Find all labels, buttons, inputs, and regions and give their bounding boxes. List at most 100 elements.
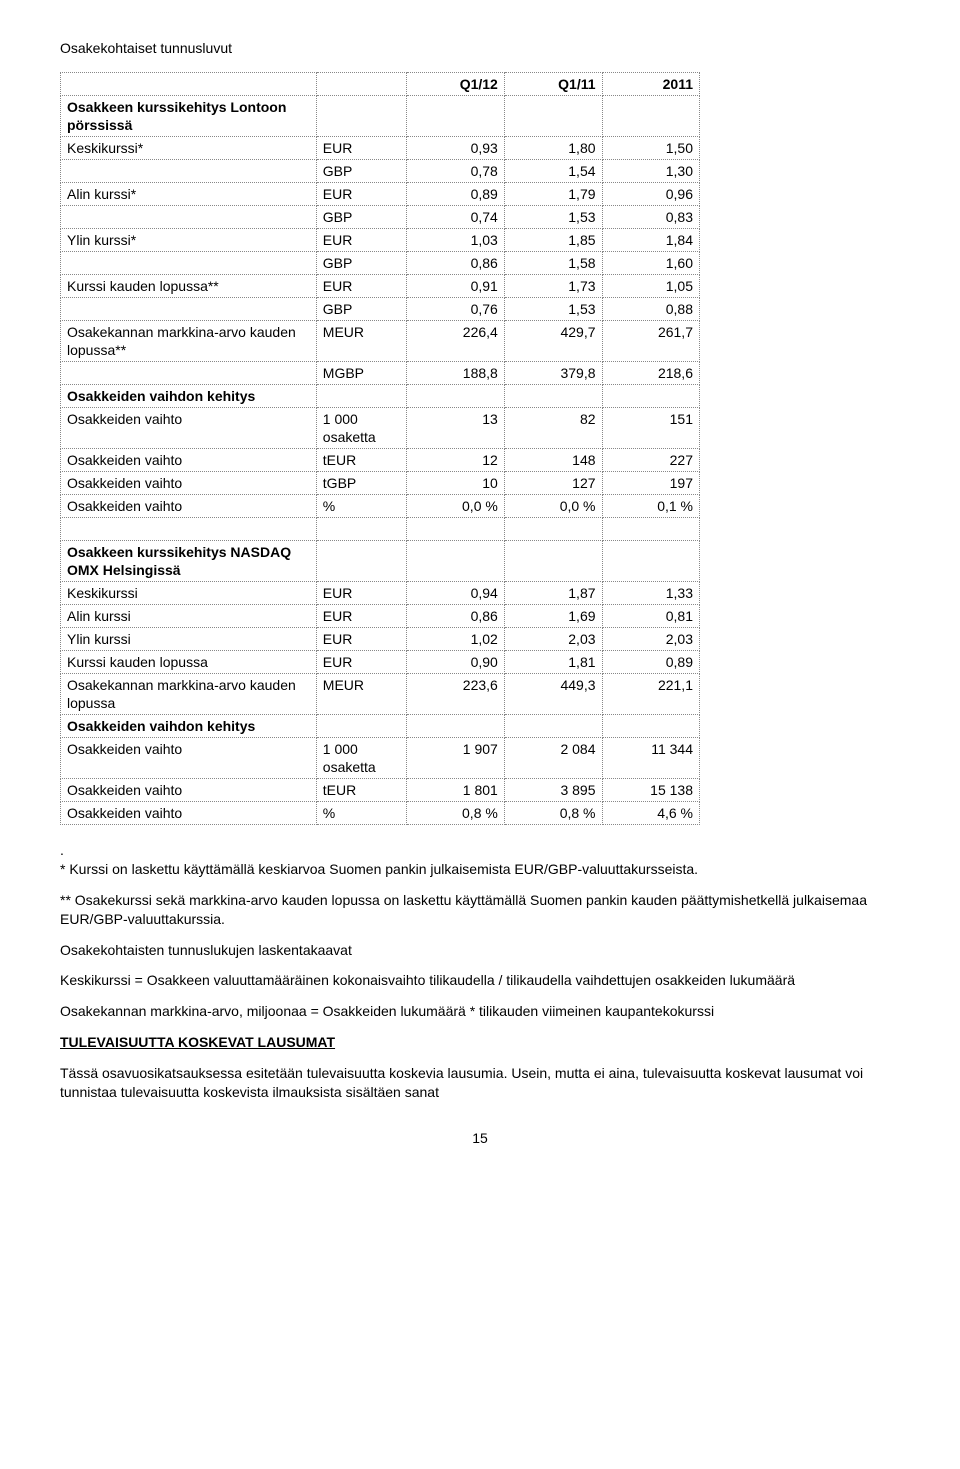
row-val: 1,53 xyxy=(504,298,602,321)
row-val: 226,4 xyxy=(407,321,505,362)
row-label: Osakkeiden vaihto xyxy=(61,495,317,518)
row-unit: tEUR xyxy=(316,449,406,472)
footnote-1: * Kurssi on laskettu käyttämällä keskiar… xyxy=(60,860,900,879)
row-val: 379,8 xyxy=(504,362,602,385)
row-unit: tEUR xyxy=(316,779,406,802)
row-val: 0,90 xyxy=(407,651,505,674)
row-unit: MEUR xyxy=(316,321,406,362)
row-label: Ylin kurssi xyxy=(61,628,317,651)
row-val: 1,03 xyxy=(407,229,505,252)
row-val: 223,6 xyxy=(407,674,505,715)
row-val: 11 344 xyxy=(602,738,699,779)
metrics-table: Q1/12 Q1/11 2011 Osakkeen kurssikehitys … xyxy=(60,72,700,825)
row-label: Osakkeiden vaihto xyxy=(61,738,317,779)
cell xyxy=(504,96,602,137)
row-val: 0,0 % xyxy=(504,495,602,518)
row-unit: GBP xyxy=(316,252,406,275)
table-row: KeskikurssiEUR0,941,871,33 xyxy=(61,582,700,605)
row-val: 0,93 xyxy=(407,137,505,160)
row-unit: 1 000 osaketta xyxy=(316,738,406,779)
row-unit: EUR xyxy=(316,229,406,252)
row-val: 151 xyxy=(602,408,699,449)
calc-heading: Osakekohtaisten tunnuslukujen laskentaka… xyxy=(60,941,900,960)
row-val: 1,02 xyxy=(407,628,505,651)
row-val: 1,80 xyxy=(504,137,602,160)
table-row: Alin kurssi*EUR0,891,790,96 xyxy=(61,183,700,206)
row-val: 1,85 xyxy=(504,229,602,252)
row-val: 0,74 xyxy=(407,206,505,229)
footnote-2: ** Osakekurssi sekä markkina-arvo kauden… xyxy=(60,891,900,929)
row-val: 127 xyxy=(504,472,602,495)
row-val: 1,33 xyxy=(602,582,699,605)
row-val: 82 xyxy=(504,408,602,449)
row-unit: EUR xyxy=(316,605,406,628)
table-row: Osakkeiden vaihto1 000 osaketta1 9072 08… xyxy=(61,738,700,779)
row-unit: EUR xyxy=(316,651,406,674)
row-val: 2,03 xyxy=(504,628,602,651)
table-row: Kurssi kauden lopussaEUR0,901,810,89 xyxy=(61,651,700,674)
page-title: Osakekohtaiset tunnusluvut xyxy=(60,40,900,56)
row-label xyxy=(61,252,317,275)
row-val: 218,6 xyxy=(602,362,699,385)
row-val: 0,8 % xyxy=(504,802,602,825)
cell xyxy=(316,715,406,738)
row-val: 1,73 xyxy=(504,275,602,298)
row-val: 0,86 xyxy=(407,252,505,275)
table-row: Kurssi kauden lopussa**EUR0,911,731,05 xyxy=(61,275,700,298)
row-unit: EUR xyxy=(316,275,406,298)
row-val: 13 xyxy=(407,408,505,449)
row-label: Alin kurssi xyxy=(61,605,317,628)
row-label: Osakkeiden vaihto xyxy=(61,449,317,472)
footnote-dot: . xyxy=(60,841,900,860)
row-val: 0,78 xyxy=(407,160,505,183)
cell xyxy=(602,385,699,408)
row-val: 2 084 xyxy=(504,738,602,779)
row-val: 227 xyxy=(602,449,699,472)
cell xyxy=(316,385,406,408)
row-val: 1,53 xyxy=(504,206,602,229)
table-row: Osakkeiden vaihtotEUR1 8013 89515 138 xyxy=(61,779,700,802)
row-unit: MGBP xyxy=(316,362,406,385)
row-val: 1,87 xyxy=(504,582,602,605)
row-unit: EUR xyxy=(316,628,406,651)
cell xyxy=(504,715,602,738)
row-unit: % xyxy=(316,495,406,518)
header-q112: Q1/12 xyxy=(407,73,505,96)
row-label: Alin kurssi* xyxy=(61,183,317,206)
cell xyxy=(407,96,505,137)
row-unit: 1 000 osaketta xyxy=(316,408,406,449)
page-number: 15 xyxy=(60,1130,900,1146)
table-row: Osakkeiden vaihto1 000 osaketta1382151 xyxy=(61,408,700,449)
row-val: 0,83 xyxy=(602,206,699,229)
row-unit: EUR xyxy=(316,183,406,206)
row-label xyxy=(61,298,317,321)
table-row: Osakkeiden vaihto%0,0 %0,0 %0,1 % xyxy=(61,495,700,518)
row-val: 1,05 xyxy=(602,275,699,298)
row-val: 429,7 xyxy=(504,321,602,362)
row-val: 12 xyxy=(407,449,505,472)
future-heading: TULEVAISUUTTA KOSKEVAT LAUSUMAT xyxy=(60,1034,335,1050)
cell xyxy=(407,715,505,738)
section-nasdaq: Osakkeen kurssikehitys NASDAQ OMX Helsin… xyxy=(61,541,317,582)
row-val: 1,81 xyxy=(504,651,602,674)
table-row: GBP0,861,581,60 xyxy=(61,252,700,275)
row-unit: EUR xyxy=(316,137,406,160)
row-val: 3 895 xyxy=(504,779,602,802)
row-val: 0,1 % xyxy=(602,495,699,518)
header-q111: Q1/11 xyxy=(504,73,602,96)
table-row: Osakkeiden vaihtotGBP10127197 xyxy=(61,472,700,495)
header-unit xyxy=(316,73,406,96)
table-row: Alin kurssiEUR0,861,690,81 xyxy=(61,605,700,628)
table-row: GBP0,781,541,30 xyxy=(61,160,700,183)
row-unit: % xyxy=(316,802,406,825)
calc-formula-1: Keskikurssi = Osakkeen valuuttamääräinen… xyxy=(60,971,900,990)
row-label: Kurssi kauden lopussa** xyxy=(61,275,317,298)
section-london: Osakkeen kurssikehitys Lontoon pörssissä xyxy=(61,96,317,137)
row-val: 197 xyxy=(602,472,699,495)
section-trading-1: Osakkeiden vaihdon kehitys xyxy=(61,385,317,408)
future-paragraph: Tässä osavuosikatsauksessa esitetään tul… xyxy=(60,1064,900,1102)
table-row: Osakkeiden vaihto%0,8 %0,8 %4,6 % xyxy=(61,802,700,825)
row-val: 0,8 % xyxy=(407,802,505,825)
row-val: 0,91 xyxy=(407,275,505,298)
row-val: 1,69 xyxy=(504,605,602,628)
